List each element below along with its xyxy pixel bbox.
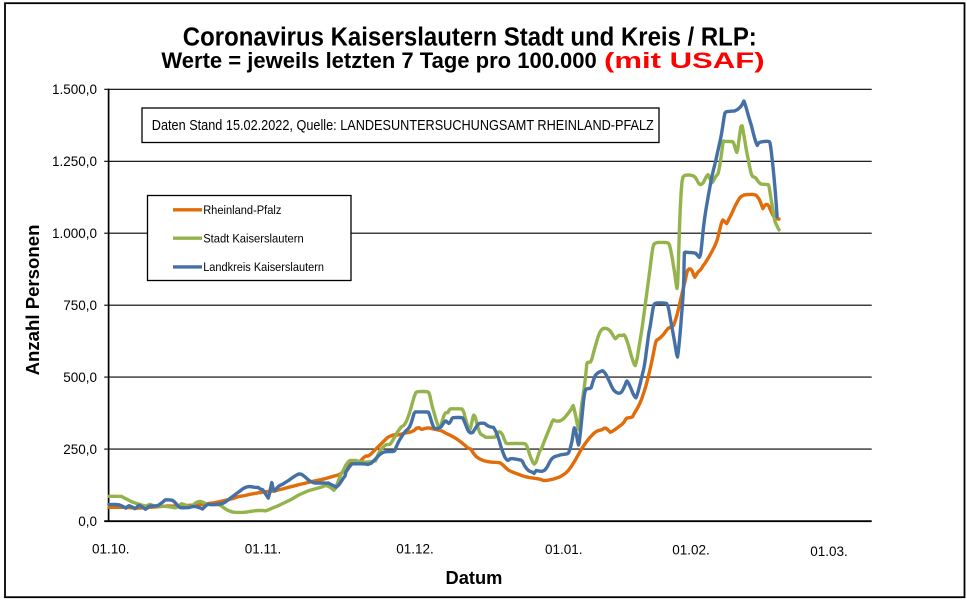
svg-text:0,0: 0,0 <box>78 514 97 529</box>
svg-text:(mit USAF): (mit USAF) <box>604 48 765 73</box>
svg-text:Datum: Datum <box>446 567 503 588</box>
svg-text:01.11.: 01.11. <box>245 541 282 556</box>
svg-text:Coronavirus Kaiserslautern Sta: Coronavirus Kaiserslautern Stadt und Kre… <box>183 21 757 51</box>
svg-text:Rheinland-Pfalz: Rheinland-Pfalz <box>203 203 281 217</box>
svg-text:Landkreis Kaiserslautern: Landkreis Kaiserslautern <box>203 260 324 274</box>
svg-text:Anzahl Personen: Anzahl Personen <box>22 225 43 376</box>
svg-text:Stadt Kaiserslautern: Stadt Kaiserslautern <box>203 231 304 245</box>
svg-text:500,0: 500,0 <box>63 370 97 385</box>
svg-text:1.000,0: 1.000,0 <box>52 226 97 241</box>
svg-text:01.02.: 01.02. <box>672 542 710 557</box>
svg-text:01.10.: 01.10. <box>92 541 130 556</box>
svg-text:750,0: 750,0 <box>63 298 97 313</box>
svg-text:01.01.: 01.01. <box>545 542 583 557</box>
svg-text:1.250,0: 1.250,0 <box>52 154 97 169</box>
svg-text:250,0: 250,0 <box>63 442 97 457</box>
svg-text:01.03.: 01.03. <box>810 544 848 559</box>
svg-text:01.12.: 01.12. <box>396 541 434 556</box>
svg-text:1.500,0: 1.500,0 <box>52 82 97 97</box>
svg-text:Daten Stand 15.02.2022, Quelle: Daten Stand 15.02.2022, Quelle: LANDESUN… <box>152 117 654 134</box>
svg-text:Werte = jeweils letzten 7 Tage: Werte = jeweils letzten 7 Tage pro 100.0… <box>161 48 596 73</box>
